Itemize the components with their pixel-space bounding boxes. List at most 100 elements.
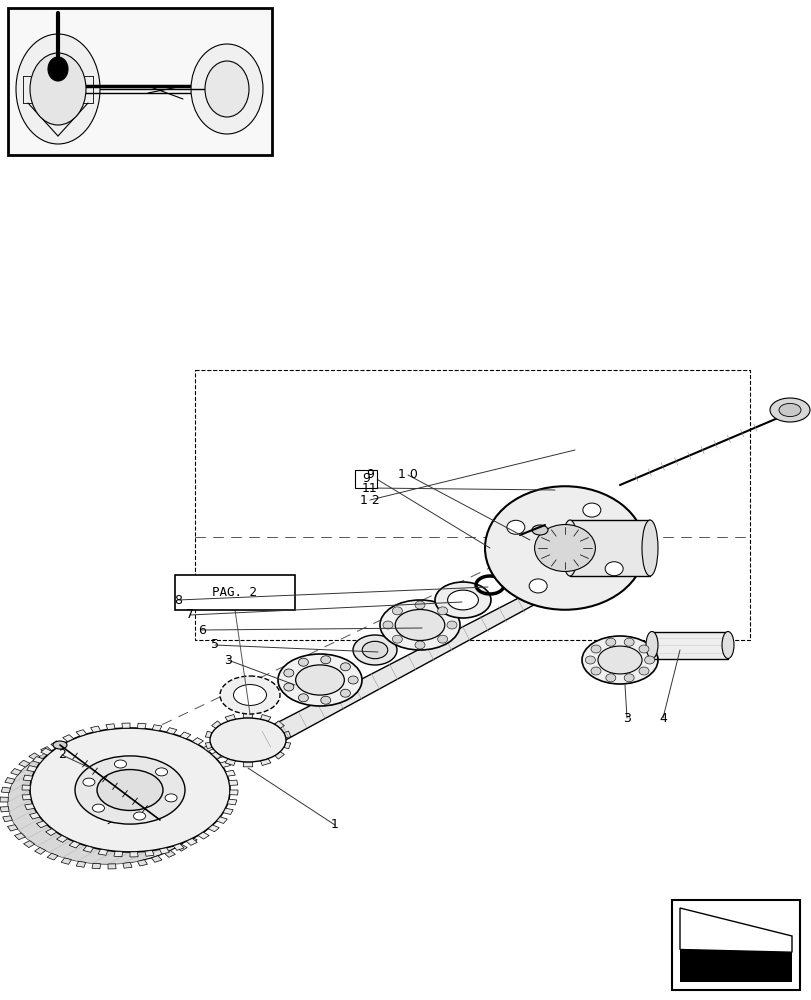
Ellipse shape xyxy=(295,665,344,695)
Polygon shape xyxy=(41,748,52,755)
Ellipse shape xyxy=(48,57,68,81)
Polygon shape xyxy=(186,837,197,844)
Polygon shape xyxy=(174,844,184,850)
Polygon shape xyxy=(19,818,49,838)
Polygon shape xyxy=(98,849,108,855)
Polygon shape xyxy=(36,821,47,828)
Polygon shape xyxy=(260,759,271,765)
Polygon shape xyxy=(106,724,115,730)
Bar xyxy=(354,470,376,488)
Ellipse shape xyxy=(165,794,177,802)
Polygon shape xyxy=(242,762,252,767)
Polygon shape xyxy=(245,568,582,757)
Text: 3: 3 xyxy=(224,654,232,666)
Polygon shape xyxy=(207,792,216,797)
Bar xyxy=(569,520,649,576)
Ellipse shape xyxy=(446,621,457,629)
Ellipse shape xyxy=(638,667,648,675)
Polygon shape xyxy=(13,809,41,830)
Ellipse shape xyxy=(581,636,657,684)
Polygon shape xyxy=(24,775,32,781)
Text: 5: 5 xyxy=(211,639,219,652)
Ellipse shape xyxy=(414,601,424,609)
Ellipse shape xyxy=(414,641,424,649)
Polygon shape xyxy=(1,787,11,793)
Polygon shape xyxy=(19,754,49,774)
Ellipse shape xyxy=(604,562,622,576)
Polygon shape xyxy=(284,731,290,738)
Ellipse shape xyxy=(210,718,285,762)
Polygon shape xyxy=(37,740,71,758)
Polygon shape xyxy=(57,835,67,842)
Text: PAG. 2: PAG. 2 xyxy=(212,586,257,599)
Ellipse shape xyxy=(383,621,393,629)
Polygon shape xyxy=(0,797,8,802)
Text: 11: 11 xyxy=(362,482,377,494)
Polygon shape xyxy=(2,816,12,822)
Ellipse shape xyxy=(529,579,547,593)
Polygon shape xyxy=(114,851,122,857)
Polygon shape xyxy=(69,841,80,848)
Polygon shape xyxy=(62,735,74,742)
Polygon shape xyxy=(24,841,35,848)
Polygon shape xyxy=(49,735,84,752)
Polygon shape xyxy=(227,799,237,805)
Polygon shape xyxy=(123,849,161,863)
Polygon shape xyxy=(204,782,213,788)
Polygon shape xyxy=(27,766,36,772)
Text: 1: 1 xyxy=(331,818,338,831)
Text: 9: 9 xyxy=(366,468,374,482)
Polygon shape xyxy=(130,737,139,743)
Polygon shape xyxy=(61,858,71,864)
Polygon shape xyxy=(92,851,130,864)
Polygon shape xyxy=(166,728,177,734)
Polygon shape xyxy=(29,753,40,760)
Polygon shape xyxy=(108,851,145,864)
Ellipse shape xyxy=(284,669,294,677)
Polygon shape xyxy=(144,740,155,746)
Polygon shape xyxy=(192,738,204,745)
Polygon shape xyxy=(5,778,15,784)
Ellipse shape xyxy=(362,641,388,659)
Polygon shape xyxy=(122,862,132,868)
Polygon shape xyxy=(205,742,212,749)
Ellipse shape xyxy=(380,600,460,650)
Text: 3: 3 xyxy=(622,712,630,724)
Polygon shape xyxy=(212,752,221,759)
Ellipse shape xyxy=(447,590,478,610)
Ellipse shape xyxy=(506,520,524,534)
Polygon shape xyxy=(100,735,108,740)
Polygon shape xyxy=(176,844,187,851)
Polygon shape xyxy=(8,780,31,802)
Polygon shape xyxy=(108,728,145,741)
Ellipse shape xyxy=(156,768,167,776)
Ellipse shape xyxy=(97,770,163,810)
Ellipse shape xyxy=(605,638,615,646)
Ellipse shape xyxy=(638,645,648,653)
Polygon shape xyxy=(159,848,169,854)
Ellipse shape xyxy=(114,760,127,768)
Ellipse shape xyxy=(92,804,105,812)
Polygon shape xyxy=(223,808,233,814)
Ellipse shape xyxy=(191,44,263,134)
Polygon shape xyxy=(62,845,99,861)
Text: 1 0: 1 0 xyxy=(397,468,418,482)
Text: 2: 2 xyxy=(58,748,66,762)
Ellipse shape xyxy=(585,656,594,664)
Polygon shape xyxy=(203,744,214,751)
Polygon shape xyxy=(77,849,114,863)
Polygon shape xyxy=(137,860,148,866)
Polygon shape xyxy=(123,729,161,743)
Bar xyxy=(8,8,272,155)
Polygon shape xyxy=(54,742,65,748)
Polygon shape xyxy=(49,840,84,857)
Ellipse shape xyxy=(484,486,644,610)
Polygon shape xyxy=(13,762,41,783)
Polygon shape xyxy=(205,811,215,817)
Ellipse shape xyxy=(340,663,350,671)
Ellipse shape xyxy=(721,632,733,658)
Ellipse shape xyxy=(204,61,249,117)
Polygon shape xyxy=(19,760,30,767)
Polygon shape xyxy=(15,833,25,840)
Text: 4: 4 xyxy=(659,712,666,724)
